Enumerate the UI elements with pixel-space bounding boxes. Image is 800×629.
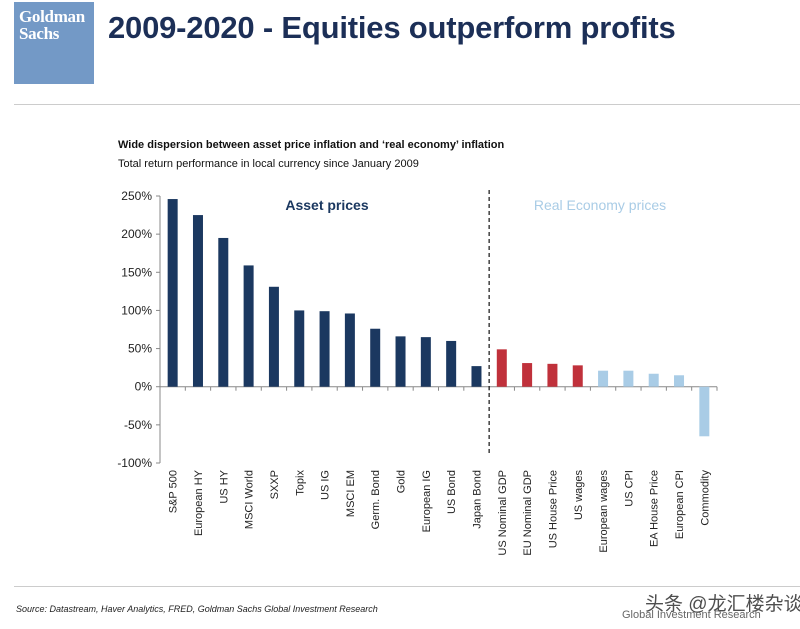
y-tick-label: 0% (135, 380, 153, 394)
logo-line-1: Goldman (19, 7, 85, 26)
watermark: 头条 @龙汇楼杂谈 (645, 594, 800, 615)
y-tick-label: 50% (128, 342, 152, 356)
bar (496, 349, 507, 387)
x-tick-label: US HY (218, 469, 230, 503)
footer-divider (14, 586, 800, 587)
bar (370, 328, 381, 387)
source-note: Source: Datastream, Haver Analytics, FRE… (16, 604, 378, 614)
y-tick-label: 100% (121, 303, 152, 317)
header-divider (14, 104, 800, 105)
annotation-real-economy-prices: Real Economy prices (534, 197, 666, 213)
x-tick-label: Japan Bond (471, 470, 483, 529)
bar (167, 199, 178, 387)
bar (319, 311, 330, 387)
x-tick-label: European IG (421, 470, 433, 532)
x-tick-label: European wages (598, 470, 610, 553)
watermark-subtext: Global Investment Research (622, 609, 761, 621)
bar (294, 310, 305, 387)
bar (268, 286, 279, 387)
x-tick-label: EA House Price (649, 470, 661, 547)
annotation-asset-prices: Asset prices (285, 197, 368, 213)
y-tick-label: -100% (117, 456, 152, 470)
y-tick-label: 200% (121, 227, 152, 241)
bar (648, 373, 659, 387)
chart-title: Wide dispersion between asset price infl… (118, 139, 505, 151)
bar (674, 375, 685, 387)
bar (572, 365, 583, 387)
bar (420, 337, 431, 387)
x-tick-label: Germ. Bond (370, 470, 382, 529)
x-tick-label: SXXP (269, 470, 281, 499)
y-tick-label: -50% (124, 418, 152, 432)
x-tick-label: Topix (294, 470, 306, 496)
x-tick-label: European HY (193, 469, 205, 536)
x-tick-label: US CPI (623, 470, 635, 507)
x-tick-label: US IG (320, 470, 332, 500)
x-tick-label: US Bond (446, 470, 458, 514)
bar (522, 363, 533, 387)
y-tick-label: 250% (121, 189, 152, 203)
x-tick-label: S&P 500 (168, 470, 180, 513)
bar (471, 366, 482, 387)
bar (598, 370, 609, 387)
bar (192, 215, 203, 387)
goldman-sachs-logo: Goldman Sachs (14, 2, 94, 84)
bar (623, 370, 634, 387)
x-tick-label: Gold (396, 470, 408, 493)
x-tick-label: European CPI (674, 470, 686, 539)
chart-subtitle: Total return performance in local curren… (118, 158, 419, 170)
x-tick-label: US House Price (547, 470, 559, 548)
bar (344, 313, 355, 387)
y-tick-label: 150% (121, 265, 152, 279)
x-tick-label: MSCI EM (345, 470, 357, 517)
x-tick-label: EU Nominal GDP (522, 470, 534, 556)
bar (446, 340, 457, 387)
bar (218, 237, 229, 387)
bar (395, 336, 406, 387)
bar (699, 386, 710, 437)
x-tick-label: US wages (573, 470, 585, 521)
page-title: 2009-2020 - Equities outperform profits (108, 10, 676, 45)
bar (243, 265, 254, 387)
bar (547, 363, 558, 387)
x-tick-label: MSCI World (244, 470, 256, 529)
x-tick-label: Commodity (699, 470, 711, 526)
logo-line-2: Sachs (19, 24, 60, 43)
x-tick-label: US Nominal GDP (497, 470, 509, 556)
